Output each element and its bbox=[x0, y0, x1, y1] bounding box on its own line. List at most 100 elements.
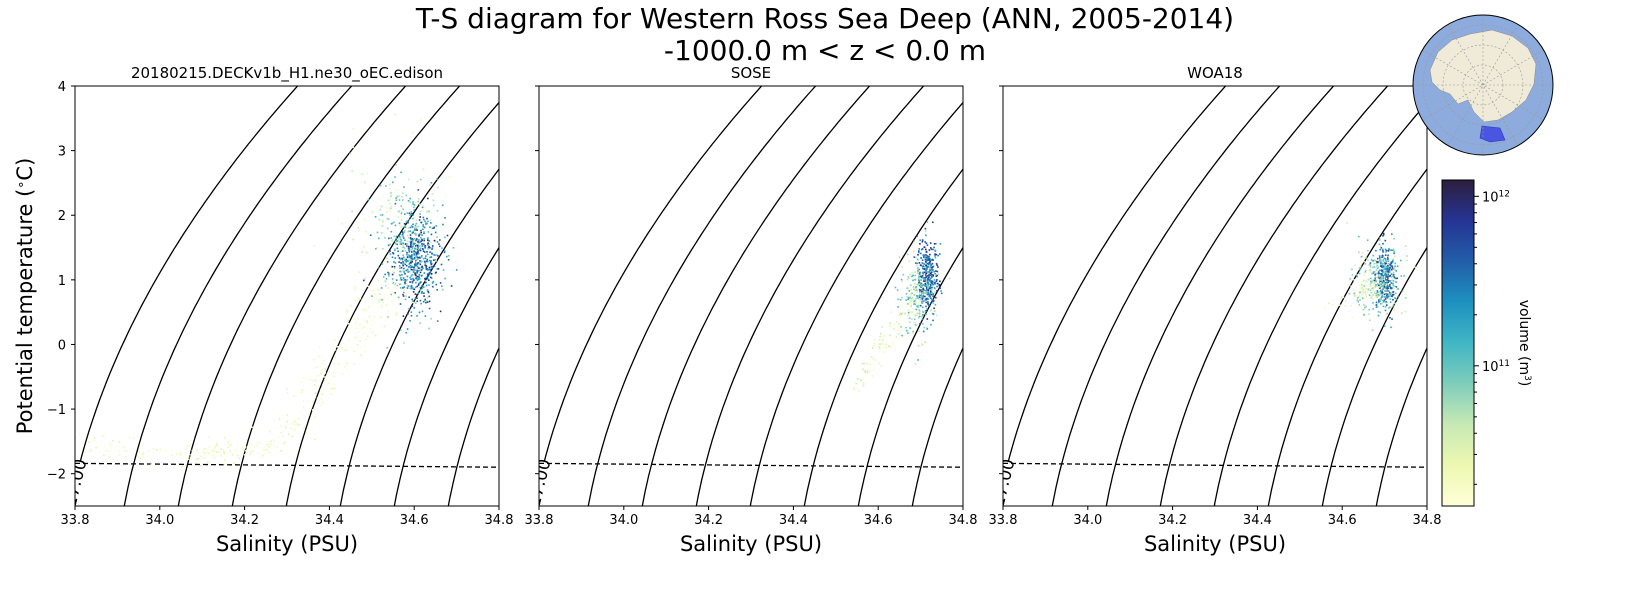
data-point bbox=[918, 330, 921, 333]
data-point bbox=[869, 363, 872, 365]
data-point bbox=[128, 437, 131, 439]
data-point bbox=[415, 252, 418, 254]
data-point bbox=[345, 349, 347, 351]
data-point bbox=[929, 286, 932, 289]
data-point bbox=[185, 464, 187, 466]
data-point bbox=[379, 214, 382, 216]
freezing-line bbox=[75, 462, 499, 468]
data-point bbox=[430, 261, 432, 263]
data-point bbox=[419, 216, 421, 218]
data-point bbox=[395, 287, 397, 289]
data-point bbox=[409, 214, 412, 217]
data-point bbox=[878, 339, 881, 341]
data-point bbox=[408, 266, 410, 268]
data-point bbox=[1360, 306, 1362, 309]
data-point bbox=[413, 229, 416, 231]
data-point bbox=[409, 234, 412, 236]
data-point bbox=[444, 236, 446, 239]
data-point bbox=[383, 296, 385, 298]
data-point bbox=[1373, 286, 1376, 289]
data-point bbox=[186, 445, 189, 447]
figure-subtitle: -1000.0 m < z < 0.0 m bbox=[663, 34, 987, 67]
data-point bbox=[285, 426, 287, 428]
data-point bbox=[409, 262, 411, 265]
y-tick-label: 3 bbox=[58, 145, 66, 160]
isopycnal-27.70 bbox=[447, 347, 499, 506]
data-point bbox=[927, 298, 930, 300]
data-point bbox=[935, 314, 938, 317]
data-point bbox=[916, 258, 919, 261]
data-point bbox=[404, 281, 406, 284]
data-point bbox=[926, 267, 928, 269]
data-point bbox=[411, 232, 413, 234]
data-point bbox=[391, 222, 394, 224]
data-point bbox=[290, 427, 293, 430]
data-point bbox=[262, 448, 265, 451]
x-tick-label: 34.6 bbox=[1328, 513, 1357, 528]
data-point bbox=[419, 289, 422, 291]
data-point bbox=[1381, 266, 1383, 268]
data-point bbox=[400, 251, 402, 253]
data-point bbox=[921, 283, 924, 285]
data-point bbox=[400, 266, 403, 269]
data-point bbox=[416, 293, 418, 296]
data-point bbox=[914, 300, 917, 302]
data-point bbox=[932, 293, 935, 295]
data-point bbox=[439, 282, 442, 284]
data-point bbox=[435, 225, 437, 227]
data-point bbox=[897, 298, 899, 301]
data-point bbox=[373, 316, 376, 318]
data-point bbox=[362, 311, 365, 313]
data-point bbox=[286, 388, 288, 390]
data-point bbox=[365, 338, 367, 341]
data-point bbox=[936, 279, 938, 281]
data-point bbox=[1377, 287, 1380, 290]
data-point bbox=[408, 259, 410, 261]
data-point bbox=[411, 255, 413, 257]
data-point bbox=[889, 334, 891, 337]
data-point bbox=[394, 113, 397, 116]
data-point bbox=[317, 374, 320, 377]
data-point bbox=[906, 296, 909, 298]
data-point bbox=[411, 248, 413, 251]
data-point bbox=[381, 305, 383, 307]
data-point bbox=[101, 435, 104, 438]
data-point bbox=[401, 279, 403, 281]
data-point bbox=[877, 346, 879, 348]
data-point bbox=[1376, 285, 1379, 287]
data-point bbox=[1370, 282, 1372, 284]
data-point bbox=[400, 329, 402, 331]
data-point bbox=[394, 257, 397, 259]
data-point bbox=[432, 285, 434, 288]
data-point bbox=[354, 336, 356, 339]
data-point bbox=[1378, 286, 1380, 288]
data-point bbox=[386, 257, 388, 260]
data-point bbox=[409, 245, 412, 248]
data-point bbox=[1387, 291, 1390, 294]
data-point bbox=[398, 299, 401, 301]
data-point bbox=[396, 296, 398, 298]
data-point bbox=[251, 426, 253, 428]
data-point bbox=[923, 271, 926, 274]
data-point bbox=[929, 261, 931, 264]
data-point bbox=[389, 196, 392, 198]
data-point bbox=[883, 334, 886, 337]
data-point bbox=[391, 270, 394, 272]
data-point bbox=[421, 243, 423, 245]
data-point bbox=[931, 282, 934, 285]
data-point bbox=[390, 230, 393, 233]
data-point bbox=[1384, 280, 1387, 283]
data-point bbox=[1353, 289, 1355, 292]
data-point bbox=[416, 275, 419, 278]
data-point bbox=[1401, 290, 1404, 293]
data-point bbox=[1388, 285, 1390, 287]
data-point bbox=[889, 325, 892, 327]
data-point bbox=[894, 286, 897, 289]
data-point bbox=[364, 277, 366, 280]
data-point bbox=[1390, 262, 1392, 264]
data-point bbox=[418, 233, 421, 236]
data-point bbox=[931, 299, 933, 301]
data-point bbox=[415, 264, 418, 266]
data-point bbox=[1392, 277, 1394, 279]
data-point bbox=[282, 435, 285, 437]
